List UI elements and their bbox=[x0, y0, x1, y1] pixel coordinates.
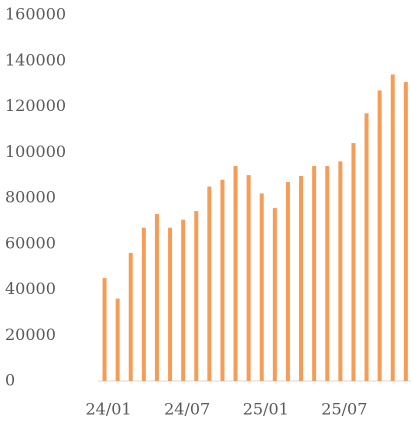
bar bbox=[325, 165, 330, 381]
y-tick-label: 120000 bbox=[5, 96, 66, 115]
y-tick-label: 60000 bbox=[5, 233, 56, 252]
y-tick-label: 140000 bbox=[5, 50, 66, 69]
bar bbox=[194, 211, 199, 381]
bar bbox=[154, 214, 159, 381]
bar bbox=[403, 82, 408, 382]
y-tick-label: 160000 bbox=[5, 5, 66, 24]
x-tick-label: 24/01 bbox=[85, 400, 131, 419]
bar bbox=[246, 175, 251, 381]
bar bbox=[102, 278, 107, 381]
bar bbox=[377, 90, 382, 382]
bar bbox=[115, 298, 120, 381]
bar bbox=[233, 165, 238, 381]
bar bbox=[285, 181, 290, 381]
bar bbox=[364, 113, 369, 382]
bar bbox=[207, 186, 212, 381]
bar bbox=[259, 193, 264, 381]
bar bbox=[220, 179, 225, 381]
bar bbox=[338, 161, 343, 381]
x-tick-label: 25/01 bbox=[243, 400, 289, 419]
bar bbox=[168, 227, 173, 381]
bar bbox=[141, 227, 146, 381]
bar bbox=[390, 74, 395, 381]
bar bbox=[128, 252, 133, 381]
x-tick-label: 25/07 bbox=[321, 400, 367, 419]
bar bbox=[299, 176, 304, 381]
bar bbox=[272, 208, 277, 381]
y-tick-label: 0 bbox=[5, 371, 15, 390]
y-tick-label: 100000 bbox=[5, 142, 66, 161]
y-tick-label: 20000 bbox=[5, 325, 56, 344]
bar bbox=[351, 143, 356, 381]
y-tick-label: 80000 bbox=[5, 188, 56, 207]
x-tick-label: 24/07 bbox=[164, 400, 210, 419]
y-tick-label: 40000 bbox=[5, 279, 56, 298]
bar bbox=[312, 165, 317, 381]
bar bbox=[181, 219, 186, 381]
